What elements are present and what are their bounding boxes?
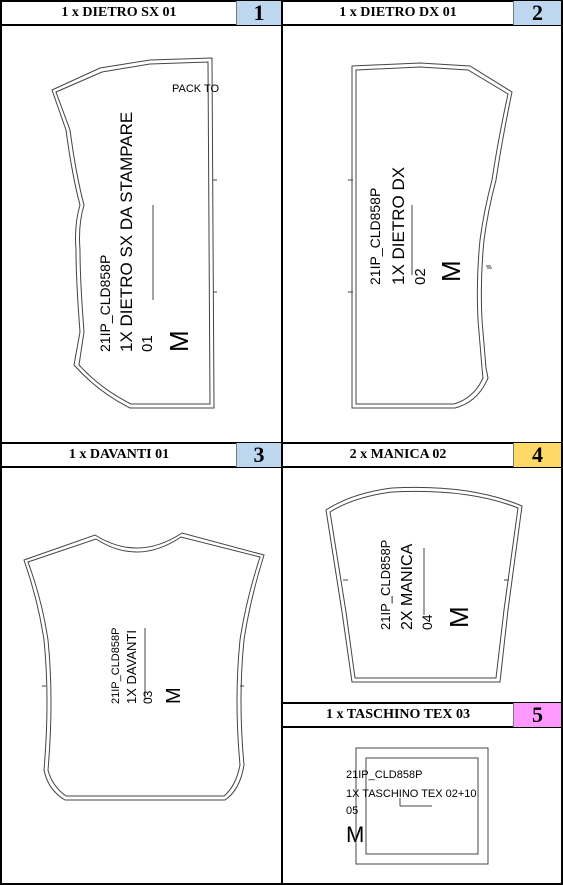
piece-4-size-label: M — [444, 606, 474, 628]
piece-1-code-label: 21IP_CLD858P — [97, 255, 113, 352]
piece-2-outline — [351, 62, 513, 409]
piece-1-size-label: M — [164, 330, 194, 352]
piece-5-outline — [355, 747, 489, 865]
piece-1-outline — [51, 57, 215, 409]
piece-2-title: 1 x DIETRO DX 01 — [339, 5, 457, 20]
piece-4-index-label: 04 — [419, 614, 435, 630]
piece-3-number: 3 — [236, 443, 281, 467]
piece-5-name-label: 1X TASCHINO TEX 02+10 — [346, 788, 477, 800]
piece-4-number: 4 — [513, 443, 561, 467]
piece-4-code-label: 21IP_CLD858P — [378, 540, 393, 630]
piece-1-extra-label: PACK TO — [172, 83, 220, 95]
grid-divider — [0, 24, 563, 26]
grid-divider — [283, 726, 563, 728]
piece-2-name-label: 1X DIETRO DX — [389, 167, 408, 285]
piece-4-name-label: 2X MANICA — [399, 543, 416, 630]
piece-3-title: 1 x DAVANTI 01 — [68, 447, 170, 462]
piece-4-outline — [325, 486, 523, 683]
piece-5-code-label: 21IP_CLD858P — [346, 769, 422, 781]
piece-1-title: 1 x DIETRO SX 01 — [61, 5, 177, 20]
piece-1-index-label: 01 — [139, 335, 156, 352]
piece-1-number: 1 — [236, 1, 281, 25]
piece-3-name-label: 1X DAVANTI — [124, 630, 139, 704]
piece-1-name-label: 1X DIETRO SX DA STAMPARE — [117, 112, 136, 352]
piece-5-number: 5 — [513, 703, 561, 727]
piece-2-index-label: 02 — [412, 268, 429, 285]
piece-2-size-label: M — [436, 260, 466, 282]
piece-5-title: 1 x TASCHINO TEX 03 — [326, 707, 470, 722]
piece-5-size-label: M — [346, 822, 364, 847]
grid-divider — [283, 702, 563, 704]
piece-2-number: 2 — [513, 1, 561, 25]
piece-3-outline — [23, 532, 265, 801]
grid-divider — [0, 442, 563, 444]
piece-4-title: 2 x MANICA 02 — [349, 447, 447, 462]
grid-divider — [0, 466, 563, 468]
piece-2-code-label: 21IP_CLD858P — [367, 188, 383, 285]
piece-3-size-label: M — [163, 687, 185, 704]
piece-5-index-label: 05 — [346, 805, 358, 817]
piece-3-code-label: 21IP_CLD858P — [110, 628, 122, 704]
piece-3-index-label: 03 — [141, 690, 155, 704]
